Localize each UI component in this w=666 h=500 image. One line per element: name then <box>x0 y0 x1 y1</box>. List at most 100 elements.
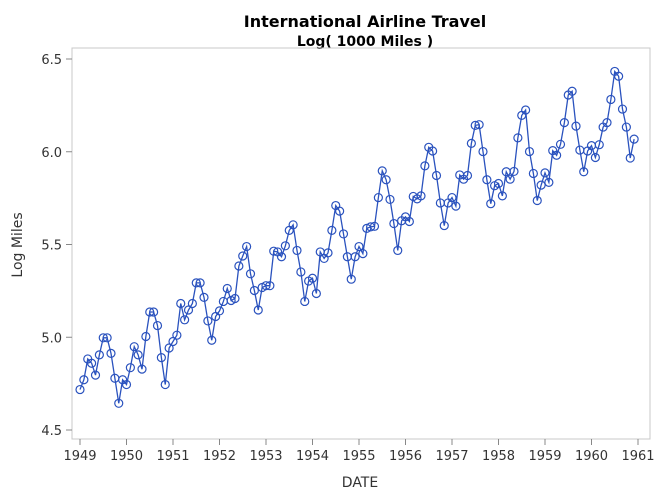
data-point <box>381 175 391 185</box>
y-tick-label: 6.5 <box>41 53 62 68</box>
data-point <box>87 358 97 368</box>
data-point <box>125 363 135 373</box>
data-point <box>420 161 430 171</box>
data-point <box>431 170 442 181</box>
data-point <box>249 285 259 296</box>
data-point <box>238 251 248 261</box>
data-point <box>606 94 616 105</box>
data-point <box>203 316 213 326</box>
x-tick-label: 1958 <box>482 449 515 464</box>
data-point <box>327 225 337 236</box>
data-point <box>552 150 562 160</box>
data-point <box>195 278 205 288</box>
data-point <box>629 134 639 144</box>
data-point <box>156 353 166 363</box>
data-point <box>94 350 104 360</box>
data-point <box>579 167 589 177</box>
x-tick-label: 1959 <box>528 449 561 464</box>
y-tick-label: 4.5 <box>41 424 62 439</box>
data-point <box>571 121 581 131</box>
data-point <box>98 333 108 343</box>
series <box>75 66 639 408</box>
data-point <box>369 221 380 231</box>
data-point <box>121 379 132 390</box>
data-point <box>346 274 356 284</box>
data-point <box>428 146 438 156</box>
y-tick-label: 5.0 <box>41 331 62 346</box>
y-tick-label: 6.0 <box>41 146 62 161</box>
data-point <box>300 296 310 307</box>
data-point <box>338 229 349 239</box>
data-point <box>474 120 484 130</box>
plot-frame <box>71 47 651 440</box>
x-axis: 1949 1950 1951 1952 1953 1954 1955 1956 1957 1958… <box>63 439 655 464</box>
data-point <box>470 120 480 131</box>
x-tick-label: 1953 <box>249 449 282 464</box>
data-point <box>482 175 492 185</box>
x-tick-label: 1954 <box>296 449 329 464</box>
data-point <box>393 245 403 256</box>
data-point <box>261 281 271 291</box>
data-point <box>373 192 383 203</box>
data-point <box>199 292 209 302</box>
data-point <box>79 375 89 385</box>
chart-subtitle: Log( 1000 Miles ) <box>297 34 433 50</box>
data-point <box>509 166 519 177</box>
data-point <box>540 168 550 178</box>
data-point <box>183 305 194 315</box>
data-point <box>505 174 515 184</box>
data-point <box>245 269 256 279</box>
x-tick-label: 1955 <box>342 449 375 464</box>
data-point <box>172 330 182 340</box>
data-point <box>486 199 496 209</box>
data-point <box>389 218 399 229</box>
y-tick-label: 5.5 <box>41 239 62 254</box>
data-point <box>164 343 174 353</box>
data-point <box>451 201 461 211</box>
data-point <box>493 178 504 189</box>
y-axis-label: Log Miles <box>10 212 26 277</box>
data-point <box>180 315 190 325</box>
data-point <box>276 252 287 262</box>
series-line <box>79 69 635 404</box>
data-point <box>462 170 473 181</box>
data-point <box>269 246 279 256</box>
data-point <box>222 283 232 294</box>
data-point <box>265 281 275 291</box>
data-point <box>602 118 612 128</box>
data-point <box>555 139 566 149</box>
data-point <box>207 335 217 345</box>
data-point <box>404 216 414 227</box>
data-point <box>160 379 170 390</box>
x-axis-label: DATE <box>342 475 378 491</box>
data-point <box>439 220 449 231</box>
data-point <box>377 166 387 176</box>
x-tick-label: 1961 <box>621 449 654 464</box>
data-point <box>416 191 426 201</box>
data-point <box>234 261 244 271</box>
x-tick-label: 1957 <box>435 449 468 464</box>
data-point <box>114 398 124 408</box>
data-point <box>141 331 151 342</box>
data-point <box>621 122 631 132</box>
data-point <box>335 206 345 216</box>
data-point <box>544 177 554 187</box>
data-point <box>536 180 546 190</box>
data-point <box>594 140 604 150</box>
data-point <box>532 195 542 206</box>
data-point <box>350 252 360 262</box>
data-point <box>614 71 624 81</box>
data-point <box>323 248 333 258</box>
data-point <box>152 320 163 331</box>
data-point <box>129 342 139 352</box>
data-point <box>625 153 635 163</box>
data-point <box>288 220 298 230</box>
data-point <box>102 333 112 343</box>
data-point <box>447 192 457 203</box>
x-tick-label: 1950 <box>110 449 143 464</box>
data-point <box>528 168 538 179</box>
data-point <box>133 350 143 360</box>
data-point <box>137 364 147 374</box>
data-point <box>521 105 531 115</box>
